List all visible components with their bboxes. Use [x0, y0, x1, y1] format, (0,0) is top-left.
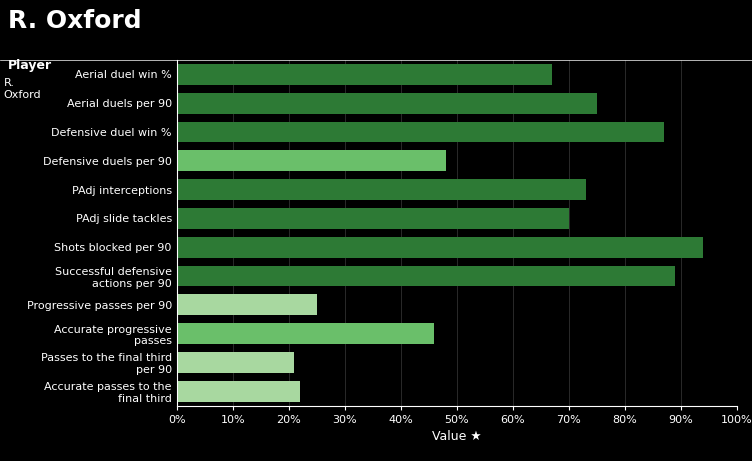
Text: Player: Player	[8, 59, 52, 72]
Bar	[177, 122, 664, 142]
Bar	[177, 323, 435, 344]
Bar	[177, 179, 586, 200]
Bar	[177, 93, 597, 113]
Bar	[177, 150, 446, 171]
Bar	[177, 295, 317, 315]
Text: R.
Oxford: R. Oxford	[4, 77, 41, 100]
Bar	[177, 381, 300, 402]
Text: R. Oxford: R. Oxford	[8, 9, 141, 33]
Bar	[177, 64, 552, 85]
Bar	[177, 237, 703, 258]
X-axis label: Value ★: Value ★	[432, 430, 481, 443]
Bar	[177, 352, 294, 373]
Bar	[177, 208, 569, 229]
Bar	[177, 266, 675, 286]
